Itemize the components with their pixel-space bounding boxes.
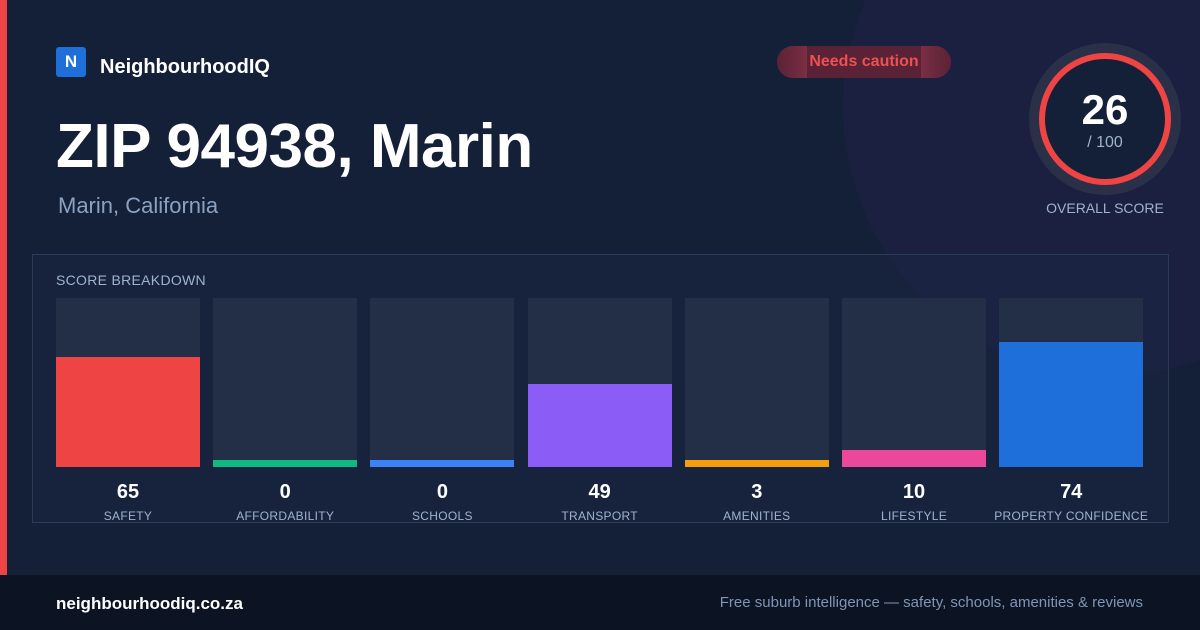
score-bar-value: 10 bbox=[902, 481, 926, 503]
score-bar-track bbox=[56, 298, 200, 467]
footer-tagline: Free suburb intelligence — safety, schoo… bbox=[719, 594, 1143, 611]
page-subtitle: Marin, California bbox=[58, 193, 219, 218]
accent-bar bbox=[0, 0, 7, 575]
score-bar-fill bbox=[684, 460, 829, 467]
footer-site-link[interactable]: neighbourhoodiq.co.za bbox=[56, 594, 243, 613]
score-bar-value: 0 bbox=[279, 481, 291, 503]
overall-score-ring: 26 / 100 bbox=[1029, 43, 1181, 195]
overall-score-ring-inner: 26 / 100 bbox=[1039, 53, 1171, 185]
overall-score-value: 26 bbox=[1081, 86, 1129, 133]
status-badge-label: Needs caution bbox=[809, 53, 919, 70]
score-bar-label: PROPERTY CONFIDENCE bbox=[994, 509, 1149, 523]
score-bar-value: 74 bbox=[1060, 481, 1083, 503]
score-bar-fill bbox=[842, 450, 986, 467]
score-bar-track bbox=[842, 298, 986, 467]
score-bar-value: 0 bbox=[436, 481, 448, 503]
score-bar-track bbox=[684, 298, 829, 467]
score-bar-label: SAFETY bbox=[103, 509, 153, 523]
score-bar-fill bbox=[999, 342, 1144, 467]
score-bar-fill bbox=[56, 357, 200, 467]
score-bar-value: 49 bbox=[588, 481, 611, 503]
score-bar-label: SCHOOLS bbox=[411, 509, 473, 523]
score-bar-fill bbox=[370, 460, 515, 467]
score-bar-value: 3 bbox=[751, 481, 763, 503]
score-breakdown-title: SCORE BREAKDOWN bbox=[56, 272, 206, 288]
overall-score-max: / 100 bbox=[1087, 134, 1123, 151]
score-bar-track bbox=[213, 298, 358, 467]
score-bar-value: 65 bbox=[116, 481, 140, 503]
overall-score-label: OVERALL SCORE bbox=[1046, 200, 1164, 216]
status-badge: Needs caution bbox=[777, 46, 951, 78]
brand-logo-icon: N bbox=[56, 47, 86, 77]
page-title: ZIP 94938, Marin bbox=[56, 112, 533, 181]
score-bar-track bbox=[370, 298, 515, 467]
score-bar-fill bbox=[213, 460, 358, 467]
score-bar-fill bbox=[527, 384, 672, 467]
score-breakdown-panel: SCORE BREAKDOWN 65 SAFETY 0 AFFORDABILITY 0 S… bbox=[32, 254, 1169, 523]
footer: neighbourhoodiq.co.za Free suburb intell… bbox=[0, 575, 1200, 630]
brand[interactable]: N NeighbourhoodIQ bbox=[56, 46, 270, 78]
score-bar-label: TRANSPORT bbox=[561, 509, 638, 523]
score-bar-track bbox=[999, 298, 1144, 467]
brand-name: NeighbourhoodIQ bbox=[100, 55, 270, 78]
score-bar-label: LIFESTYLE bbox=[880, 509, 948, 523]
score-bar-track bbox=[527, 298, 672, 467]
score-bar-label: AFFORDABILITY bbox=[236, 509, 335, 523]
score-bar-label: AMENITIES bbox=[723, 509, 791, 523]
